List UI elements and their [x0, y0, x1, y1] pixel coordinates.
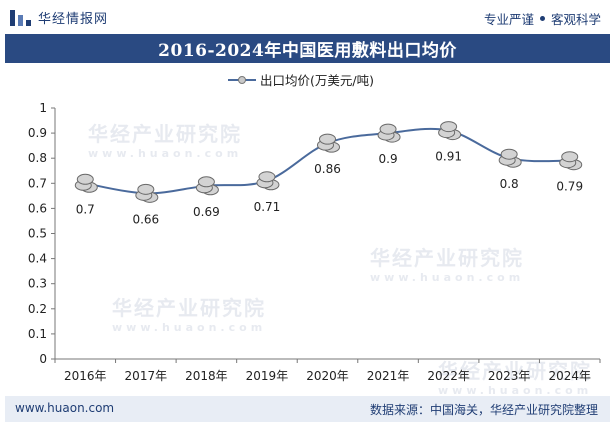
- y-tick-label: 0.1: [28, 327, 47, 341]
- brand: 华经情报网: [10, 8, 108, 27]
- y-tick-label: 0.3: [28, 277, 47, 291]
- y-tick-label: 0.4: [28, 252, 47, 266]
- y-tick-label: 0.7: [28, 176, 47, 190]
- x-tick-label: 2020年: [306, 369, 349, 383]
- tagline-left: 专业严谨: [483, 12, 534, 27]
- data-label: 0.7: [76, 202, 95, 216]
- x-tick-label: 2021年: [367, 369, 410, 383]
- data-label: 0.91: [435, 150, 462, 164]
- x-tick-label: 2022年: [427, 369, 470, 383]
- x-tick-label: 2024年: [548, 369, 591, 383]
- data-point: [317, 133, 340, 153]
- title-bar: 2016-2024年中国医用敷料出口均价: [5, 34, 610, 63]
- y-tick-label: 0.6: [28, 201, 47, 215]
- x-tick-label: 2017年: [125, 369, 168, 383]
- y-tick-label: 0.9: [28, 126, 47, 140]
- data-label: 0.71: [254, 200, 281, 214]
- footer-url: www.huaon.com: [15, 401, 115, 415]
- data-point: [256, 171, 280, 191]
- data-label: 0.86: [314, 162, 341, 176]
- data-point: [195, 176, 219, 196]
- x-tick-label: 2016年: [64, 369, 107, 383]
- y-tick-label: 0.5: [28, 227, 47, 241]
- legend-line-marker-icon: [228, 74, 256, 86]
- data-point: [559, 151, 583, 171]
- data-label: 0.69: [193, 205, 220, 219]
- y-tick-label: 1: [39, 101, 47, 115]
- top-bar: 华经情报网 专业严谨 客观科学: [0, 0, 615, 34]
- footer: www.huaon.com 数据来源：中国海关，华经产业研究院整理: [5, 396, 610, 422]
- legend-label: 出口均价(万美元/吨): [260, 73, 374, 88]
- x-tick-label: 2023年: [488, 369, 531, 383]
- data-point: [498, 148, 522, 168]
- data-point: [438, 121, 462, 141]
- data-point: [74, 173, 98, 193]
- y-tick-label: 0.2: [28, 302, 47, 316]
- x-tick-label: 2019年: [246, 369, 289, 383]
- chart-legend: 出口均价(万美元/吨): [228, 70, 374, 89]
- data-label: 0.66: [132, 212, 159, 226]
- brand-name: 华经情报网: [38, 12, 109, 27]
- data-label: 0.8: [500, 177, 519, 191]
- data-point: [135, 183, 159, 203]
- x-tick-label: 2018年: [185, 369, 228, 383]
- data-label: 0.9: [379, 152, 398, 166]
- tagline-right: 客观科学: [550, 12, 601, 27]
- tagline: 专业严谨 客观科学: [484, 9, 601, 28]
- chart-title: 2016-2024年中国医用敷料出口均价: [158, 41, 457, 61]
- tagline-dot-icon: [539, 16, 545, 21]
- brand-logo-icon: [10, 9, 32, 26]
- data-label: 0.79: [556, 180, 583, 194]
- y-tick-label: 0.8: [28, 151, 47, 165]
- data-point: [377, 123, 401, 143]
- y-tick-label: 0: [39, 352, 47, 366]
- footer-source: 数据来源：中国海关，华经产业研究院整理: [369, 403, 598, 417]
